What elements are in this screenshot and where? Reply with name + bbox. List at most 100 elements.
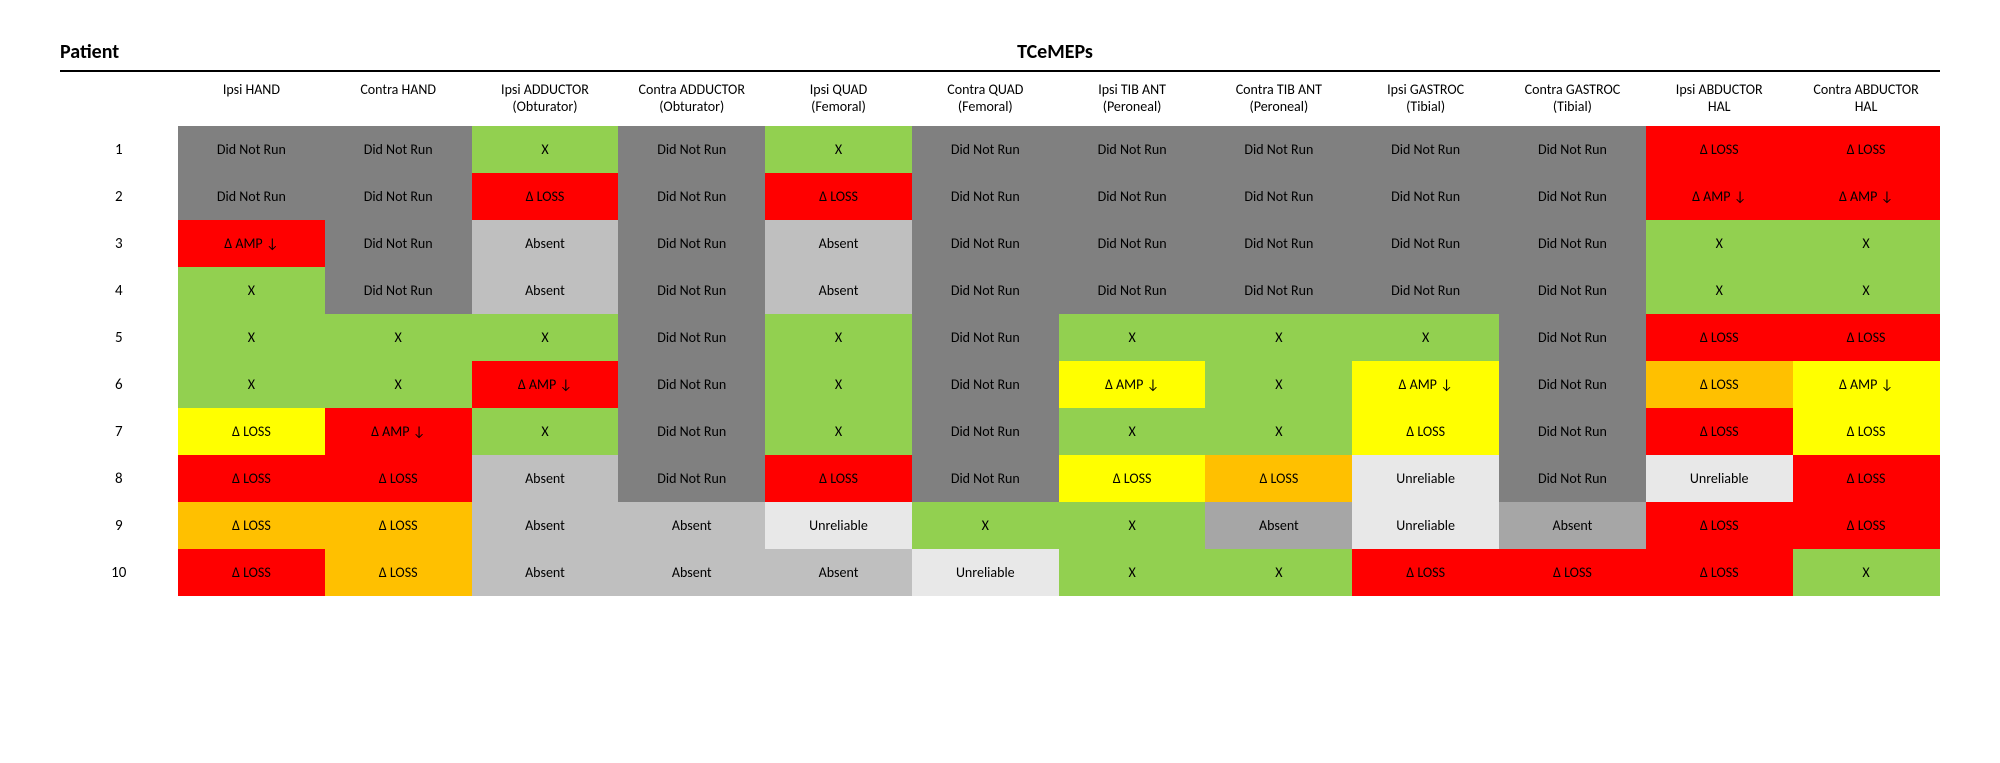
row-id: 2 <box>60 173 178 220</box>
data-cell: Did Not Run <box>618 408 765 455</box>
data-cell: X <box>1205 549 1352 596</box>
data-cell: Absent <box>765 220 912 267</box>
data-cell: Δ LOSS <box>765 455 912 502</box>
row-id: 9 <box>60 502 178 549</box>
data-cell: Δ AMP ↓ <box>472 361 619 408</box>
data-cell: Δ LOSS <box>472 173 619 220</box>
data-cell: Did Not Run <box>912 173 1059 220</box>
data-cell: Absent <box>472 220 619 267</box>
column-header: Contra ABDUCTORHAL <box>1793 76 1940 126</box>
row-id: 6 <box>60 361 178 408</box>
data-cell: Did Not Run <box>1205 173 1352 220</box>
column-header: Ipsi HAND <box>178 76 325 126</box>
data-cell: Did Not Run <box>1059 267 1206 314</box>
data-cell: X <box>1793 267 1940 314</box>
data-cell: Did Not Run <box>618 267 765 314</box>
data-cell: Did Not Run <box>1352 173 1499 220</box>
data-cell: Did Not Run <box>618 126 765 173</box>
data-cell: Did Not Run <box>1499 267 1646 314</box>
data-cell: X <box>325 361 472 408</box>
data-cell: Absent <box>765 267 912 314</box>
data-cell: Did Not Run <box>912 455 1059 502</box>
table-row: 1Did Not RunDid Not RunXDid Not RunXDid … <box>60 126 1940 173</box>
data-cell: Did Not Run <box>912 126 1059 173</box>
data-cell: Absent <box>1205 502 1352 549</box>
column-header: Contra ADDUCTOR(Obturator) <box>618 76 765 126</box>
data-cell: Absent <box>1499 502 1646 549</box>
data-cell: Did Not Run <box>618 220 765 267</box>
data-cell: Δ LOSS <box>178 455 325 502</box>
table-row: 9Δ LOSSΔ LOSSAbsentAbsentUnreliableXXAbs… <box>60 502 1940 549</box>
data-cell: Did Not Run <box>1059 126 1206 173</box>
data-cell: X <box>178 361 325 408</box>
data-cell: Δ LOSS <box>178 408 325 455</box>
data-cell: Unreliable <box>1646 455 1793 502</box>
row-id: 3 <box>60 220 178 267</box>
data-cell: X <box>1205 314 1352 361</box>
data-cell: X <box>765 126 912 173</box>
data-cell: X <box>912 502 1059 549</box>
column-header: Contra QUAD(Femoral) <box>912 76 1059 126</box>
data-cell: Δ LOSS <box>1205 455 1352 502</box>
data-cell: Δ LOSS <box>1793 502 1940 549</box>
data-cell: Δ LOSS <box>325 502 472 549</box>
table-row: 2Did Not RunDid Not RunΔ LOSSDid Not Run… <box>60 173 1940 220</box>
data-cell: Did Not Run <box>1205 126 1352 173</box>
data-cell: Did Not Run <box>912 220 1059 267</box>
data-cell: Δ LOSS <box>1793 408 1940 455</box>
data-cell: Δ LOSS <box>325 455 472 502</box>
data-cell: Absent <box>618 502 765 549</box>
data-cell: Absent <box>618 549 765 596</box>
data-cell: X <box>472 314 619 361</box>
data-cell: Δ LOSS <box>765 173 912 220</box>
table-row: 4XDid Not RunAbsentDid Not RunAbsentDid … <box>60 267 1940 314</box>
data-cell: Did Not Run <box>912 361 1059 408</box>
data-cell: Unreliable <box>1352 455 1499 502</box>
table-body: 1Did Not RunDid Not RunXDid Not RunXDid … <box>60 126 1940 596</box>
data-cell: Δ AMP ↓ <box>178 220 325 267</box>
row-id: 10 <box>60 549 178 596</box>
table-row: 5XXXDid Not RunXDid Not RunXXXDid Not Ru… <box>60 314 1940 361</box>
data-cell: X <box>1205 361 1352 408</box>
data-cell: X <box>1059 549 1206 596</box>
data-cell: Absent <box>765 549 912 596</box>
data-cell: Absent <box>472 502 619 549</box>
data-cell: Did Not Run <box>1499 455 1646 502</box>
data-cell: X <box>178 267 325 314</box>
data-cell: Did Not Run <box>325 126 472 173</box>
row-id: 1 <box>60 126 178 173</box>
data-cell: X <box>178 314 325 361</box>
data-cell: X <box>1793 220 1940 267</box>
data-cell: X <box>325 314 472 361</box>
data-cell: Δ AMP ↓ <box>1793 173 1940 220</box>
data-cell: Unreliable <box>1352 502 1499 549</box>
data-cell: Did Not Run <box>1352 220 1499 267</box>
data-cell: Δ LOSS <box>1793 455 1940 502</box>
row-id: 7 <box>60 408 178 455</box>
data-cell: Δ AMP ↓ <box>1646 173 1793 220</box>
data-cell: Did Not Run <box>1499 361 1646 408</box>
data-cell: Did Not Run <box>1499 126 1646 173</box>
data-cell: Δ LOSS <box>1646 408 1793 455</box>
table-row: 8Δ LOSSΔ LOSSAbsentDid Not RunΔ LOSSDid … <box>60 455 1940 502</box>
data-cell: Did Not Run <box>178 173 325 220</box>
data-cell: Did Not Run <box>1499 220 1646 267</box>
data-cell: Δ AMP ↓ <box>325 408 472 455</box>
column-header: Ipsi TIB ANT(Peroneal) <box>1059 76 1206 126</box>
data-cell: Unreliable <box>912 549 1059 596</box>
data-cell: X <box>1646 220 1793 267</box>
data-cell: Did Not Run <box>1499 314 1646 361</box>
data-cell: Did Not Run <box>325 173 472 220</box>
data-cell: Δ LOSS <box>1352 408 1499 455</box>
data-cell: Did Not Run <box>178 126 325 173</box>
column-header: Contra GASTROC(Tibial) <box>1499 76 1646 126</box>
data-cell: Did Not Run <box>1059 220 1206 267</box>
data-cell: Did Not Run <box>912 314 1059 361</box>
column-header: Contra HAND <box>325 76 472 126</box>
data-cell: Δ LOSS <box>178 502 325 549</box>
data-cell: Δ LOSS <box>1352 549 1499 596</box>
tcemeps-table: Ipsi HANDContra HANDIpsi ADDUCTOR(Obtura… <box>60 76 1940 597</box>
table-row: 10Δ LOSSΔ LOSSAbsentAbsentAbsentUnreliab… <box>60 549 1940 596</box>
data-cell: X <box>765 314 912 361</box>
data-cell: Did Not Run <box>325 220 472 267</box>
